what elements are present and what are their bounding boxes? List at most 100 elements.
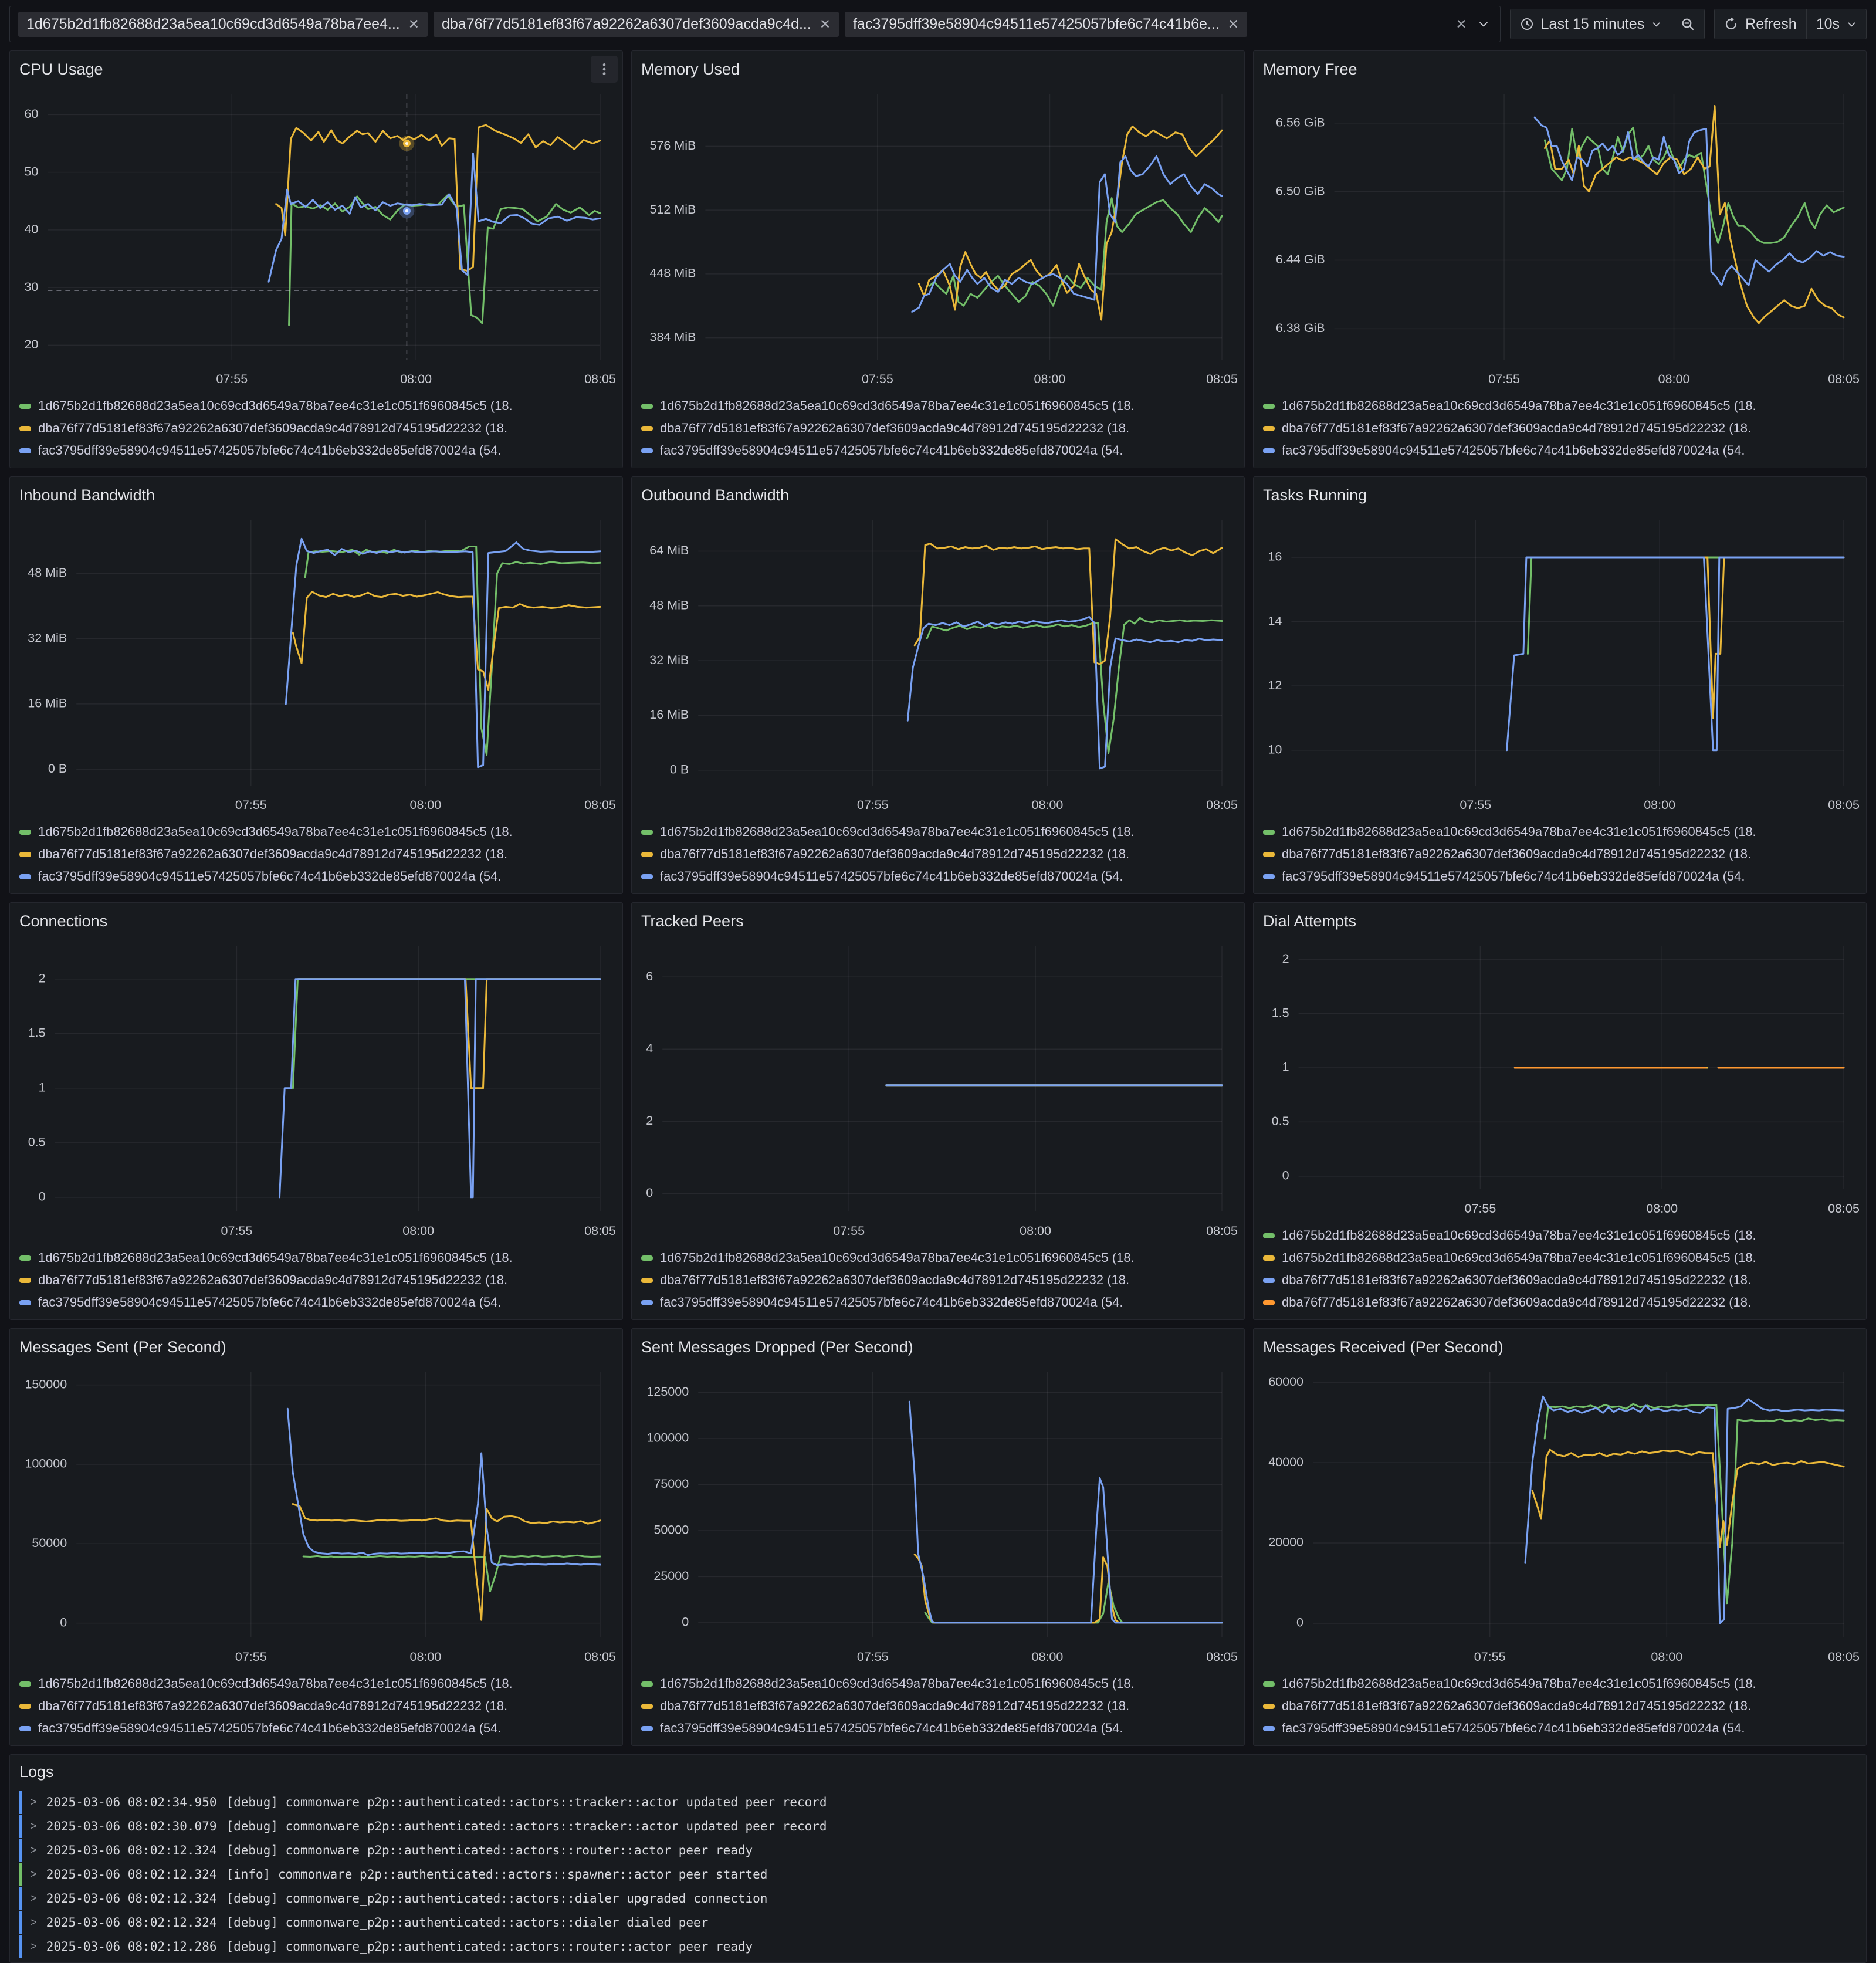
- svg-text:4: 4: [646, 1041, 653, 1055]
- time-series-chart[interactable]: 10 12 14 16 07:55 08:00 08:05: [1257, 506, 1863, 820]
- legend-item[interactable]: fac3795dff39e58904c94511e57425057bfe6c74…: [19, 439, 613, 462]
- log-row[interactable]: >2025-03-06 08:02:12.286 [debug] commonwa…: [19, 1935, 1858, 1958]
- log-row[interactable]: >2025-03-06 08:02:30.079 [debug] commonwa…: [19, 1815, 1858, 1838]
- filter-chip-label: dba76f77d5181ef83f67a92262a6307def3609ac…: [442, 15, 811, 32]
- legend-item[interactable]: 1d675b2d1fb82688d23a5ea10c69cd3d6549a78b…: [641, 821, 1235, 843]
- legend-swatch: [19, 874, 31, 879]
- legend-item[interactable]: fac3795dff39e58904c94511e57425057bfe6c74…: [19, 1717, 613, 1739]
- remove-filter-icon[interactable]: ✕: [819, 16, 831, 32]
- time-series-chart[interactable]: 0 B 16 MiB 32 MiB 48 MiB 64 MiB 07:55 08:00 08:…: [635, 506, 1241, 820]
- expand-row-icon[interactable]: >: [30, 1819, 37, 1833]
- clear-filters-icon[interactable]: ✕: [1455, 16, 1467, 32]
- time-series-chart[interactable]: 20 30 40 50 60 07:55 08:00 08:05: [13, 80, 619, 394]
- legend-item[interactable]: dba76f77d5181ef83f67a92262a6307def3609ac…: [1263, 417, 1857, 439]
- legend-item[interactable]: 1d675b2d1fb82688d23a5ea10c69cd3d6549a78b…: [19, 821, 613, 843]
- time-series-chart[interactable]: 0 B 16 MiB 32 MiB 48 MiB 07:55 08:00 08:05: [13, 506, 619, 820]
- time-series-chart[interactable]: 0 2 4 6 07:55 08:00 08:05: [635, 932, 1241, 1246]
- legend-item[interactable]: 1d675b2d1fb82688d23a5ea10c69cd3d6549a78b…: [1263, 1673, 1857, 1695]
- legend-item[interactable]: dba76f77d5181ef83f67a92262a6307def3609ac…: [641, 843, 1235, 865]
- expand-row-icon[interactable]: >: [30, 1891, 37, 1905]
- expand-row-icon[interactable]: >: [30, 1867, 37, 1881]
- svg-text:6.38 GiB: 6.38 GiB: [1276, 321, 1325, 335]
- legend-item[interactable]: dba76f77d5181ef83f67a92262a6307def3609ac…: [19, 843, 613, 865]
- time-series-chart[interactable]: 0 0.5 1 1.5 2 07:55 08:00 08:05: [13, 932, 619, 1246]
- legend-label: 1d675b2d1fb82688d23a5ea10c69cd3d6549a78b…: [660, 1250, 1135, 1265]
- refresh-interval-button[interactable]: 10s: [1806, 9, 1866, 39]
- legend-item[interactable]: 1d675b2d1fb82688d23a5ea10c69cd3d6549a78b…: [1263, 1224, 1857, 1247]
- svg-text:08:00: 08:00: [409, 798, 441, 812]
- time-series-chart[interactable]: 384 MiB 448 MiB 512 MiB 576 MiB 07:55 08:00 08…: [635, 80, 1241, 394]
- legend-item[interactable]: dba76f77d5181ef83f67a92262a6307def3609ac…: [19, 1269, 613, 1291]
- legend-item[interactable]: 1d675b2d1fb82688d23a5ea10c69cd3d6549a78b…: [641, 1247, 1235, 1269]
- legend-swatch: [19, 1277, 31, 1283]
- legend-item[interactable]: dba76f77d5181ef83f67a92262a6307def3609ac…: [1263, 1695, 1857, 1717]
- zoom-out-icon: [1681, 17, 1695, 31]
- log-row[interactable]: >2025-03-06 08:02:12.324 [info] commonwar…: [19, 1863, 1858, 1886]
- time-series-chart[interactable]: 0 50000 100000 150000 07:55 08:00 08:05: [13, 1358, 619, 1671]
- legend-item[interactable]: dba76f77d5181ef83f67a92262a6307def3609ac…: [1263, 1291, 1857, 1314]
- legend-item[interactable]: fac3795dff39e58904c94511e57425057bfe6c74…: [1263, 439, 1857, 462]
- legend-label: 1d675b2d1fb82688d23a5ea10c69cd3d6549a78b…: [38, 1676, 513, 1691]
- legend-item[interactable]: dba76f77d5181ef83f67a92262a6307def3609ac…: [1263, 843, 1857, 865]
- legend-item[interactable]: fac3795dff39e58904c94511e57425057bfe6c74…: [19, 1291, 613, 1314]
- svg-text:0 B: 0 B: [670, 762, 689, 776]
- legend-swatch: [19, 851, 31, 857]
- svg-text:6.44 GiB: 6.44 GiB: [1276, 252, 1325, 266]
- legend-item[interactable]: fac3795dff39e58904c94511e57425057bfe6c74…: [641, 1717, 1235, 1739]
- svg-text:07:55: 07:55: [1488, 372, 1520, 386]
- legend-item[interactable]: 1d675b2d1fb82688d23a5ea10c69cd3d6549a78b…: [1263, 1247, 1857, 1269]
- svg-text:07:55: 07:55: [221, 1224, 252, 1238]
- time-range-button[interactable]: Last 15 minutes: [1510, 9, 1671, 39]
- legend-item[interactable]: dba76f77d5181ef83f67a92262a6307def3609ac…: [19, 1695, 613, 1717]
- filter-chip[interactable]: fac3795dff39e58904c94511e57425057bfe6c74…: [845, 11, 1248, 37]
- time-series-chart[interactable]: 0 0.5 1 1.5 2 07:55 08:00 08:05: [1257, 932, 1863, 1223]
- legend-item[interactable]: dba76f77d5181ef83f67a92262a6307def3609ac…: [19, 417, 613, 439]
- log-row[interactable]: >2025-03-06 08:02:12.324 [debug] commonwa…: [19, 1839, 1858, 1862]
- legend-item[interactable]: dba76f77d5181ef83f67a92262a6307def3609ac…: [1263, 1269, 1857, 1291]
- legend-item[interactable]: fac3795dff39e58904c94511e57425057bfe6c74…: [641, 439, 1235, 462]
- legend-item[interactable]: fac3795dff39e58904c94511e57425057bfe6c74…: [19, 865, 613, 888]
- legend-item[interactable]: 1d675b2d1fb82688d23a5ea10c69cd3d6549a78b…: [19, 1247, 613, 1269]
- legend-item[interactable]: 1d675b2d1fb82688d23a5ea10c69cd3d6549a78b…: [1263, 395, 1857, 417]
- legend-swatch: [1263, 1277, 1275, 1283]
- legend-swatch: [641, 1299, 653, 1305]
- refresh-interval-label: 10s: [1816, 15, 1840, 32]
- legend-item[interactable]: dba76f77d5181ef83f67a92262a6307def3609ac…: [641, 417, 1235, 439]
- svg-text:20000: 20000: [1268, 1535, 1303, 1549]
- legend-item[interactable]: 1d675b2d1fb82688d23a5ea10c69cd3d6549a78b…: [1263, 821, 1857, 843]
- time-series-chart[interactable]: 6.38 GiB 6.44 GiB 6.50 GiB 6.56 GiB 07:55 08:…: [1257, 80, 1863, 394]
- legend-item[interactable]: 1d675b2d1fb82688d23a5ea10c69cd3d6549a78b…: [19, 1673, 613, 1695]
- legend-item[interactable]: fac3795dff39e58904c94511e57425057bfe6c74…: [641, 865, 1235, 888]
- filter-chip[interactable]: 1d675b2d1fb82688d23a5ea10c69cd3d6549a78b…: [18, 11, 428, 37]
- time-series-chart[interactable]: 0 20000 40000 60000 07:55 08:00 08:05: [1257, 1358, 1863, 1671]
- svg-text:20: 20: [24, 337, 38, 351]
- legend-item[interactable]: fac3795dff39e58904c94511e57425057bfe6c74…: [1263, 1717, 1857, 1739]
- legend-item[interactable]: 1d675b2d1fb82688d23a5ea10c69cd3d6549a78b…: [641, 1673, 1235, 1695]
- svg-text:08:05: 08:05: [584, 1224, 616, 1238]
- expand-row-icon[interactable]: >: [30, 1915, 37, 1929]
- legend-item[interactable]: fac3795dff39e58904c94511e57425057bfe6c74…: [1263, 865, 1857, 888]
- expand-row-icon[interactable]: >: [30, 1940, 37, 1953]
- chevron-down-icon[interactable]: [1478, 18, 1489, 30]
- expand-row-icon[interactable]: >: [30, 1795, 37, 1809]
- panel-menu-button[interactable]: [591, 56, 618, 83]
- remove-filter-icon[interactable]: ✕: [1227, 16, 1240, 32]
- legend-item[interactable]: dba76f77d5181ef83f67a92262a6307def3609ac…: [641, 1269, 1235, 1291]
- legend-item[interactable]: 1d675b2d1fb82688d23a5ea10c69cd3d6549a78b…: [19, 395, 613, 417]
- time-series-chart[interactable]: 0 25000 50000 75000 100000 125000 07:55 08:00 08…: [635, 1358, 1241, 1671]
- legend-item[interactable]: fac3795dff39e58904c94511e57425057bfe6c74…: [641, 1291, 1235, 1314]
- legend-label: dba76f77d5181ef83f67a92262a6307def3609ac…: [660, 421, 1130, 435]
- log-row[interactable]: >2025-03-06 08:02:12.324 [debug] commonwa…: [19, 1911, 1858, 1934]
- refresh-button[interactable]: Refresh: [1715, 9, 1806, 39]
- expand-row-icon[interactable]: >: [30, 1843, 37, 1857]
- legend-item[interactable]: 1d675b2d1fb82688d23a5ea10c69cd3d6549a78b…: [641, 395, 1235, 417]
- panel-messages-received: Messages Received (Per Second) 0 20000 4000…: [1253, 1328, 1867, 1746]
- filter-chip[interactable]: dba76f77d5181ef83f67a92262a6307def3609ac…: [434, 11, 839, 37]
- legend-item[interactable]: dba76f77d5181ef83f67a92262a6307def3609ac…: [641, 1695, 1235, 1717]
- svg-text:1.5: 1.5: [1272, 1006, 1289, 1020]
- zoom-out-button[interactable]: [1671, 9, 1705, 39]
- filter-box[interactable]: 1d675b2d1fb82688d23a5ea10c69cd3d6549a78b…: [9, 6, 1501, 42]
- remove-filter-icon[interactable]: ✕: [408, 16, 420, 32]
- log-row[interactable]: >2025-03-06 08:02:12.324 [debug] commonwa…: [19, 1887, 1858, 1910]
- log-row[interactable]: >2025-03-06 08:02:34.950 [debug] commonwa…: [19, 1791, 1858, 1814]
